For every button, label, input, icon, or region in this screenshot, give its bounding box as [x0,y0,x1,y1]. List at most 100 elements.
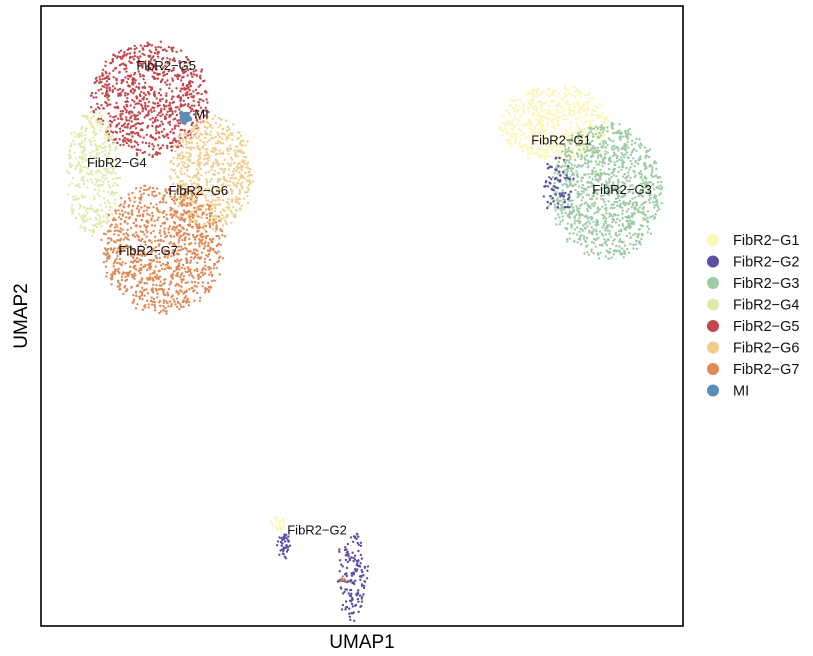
data-point [118,176,122,180]
data-point [177,176,180,180]
data-point [626,219,629,223]
data-point [636,235,640,238]
data-point [102,173,105,176]
data-point [207,290,210,293]
data-point [133,132,137,135]
data-point [556,95,559,98]
data-point [627,224,630,227]
data-point [571,206,575,209]
data-point [150,296,153,299]
data-point [150,217,153,220]
data-point [134,268,138,271]
data-point [591,109,594,113]
data-point [153,118,157,121]
data-point [221,199,225,202]
data-point [618,123,621,126]
data-point [112,191,115,194]
data-point [104,136,107,140]
data-point [69,164,72,167]
data-point [179,99,182,103]
data-point [179,183,182,186]
data-point [527,121,531,125]
data-point [586,106,589,109]
data-point [578,103,581,106]
data-point [184,136,187,139]
data-point [111,142,115,145]
data-point [70,207,73,210]
data-point [164,310,167,313]
data-point [140,277,144,280]
data-point [199,240,202,243]
data-point [88,173,91,176]
data-point [112,116,115,119]
data-point [585,154,588,157]
data-point [629,176,632,180]
data-point [285,550,289,553]
data-point [573,239,576,243]
data-point [74,157,78,160]
data-point [502,130,505,133]
data-point [208,206,211,209]
data-point [95,132,99,135]
data-point [68,153,71,156]
data-point [193,174,196,177]
data-point [533,152,536,155]
data-point [561,219,565,222]
data-point [546,124,549,127]
data-point [509,114,512,117]
data-point [246,194,249,198]
data-point [121,129,125,132]
data-point [188,250,191,253]
data-point [205,117,209,121]
data-point [81,114,84,117]
data-point [595,224,598,227]
data-point [161,267,164,270]
data-point [95,118,98,121]
data-point [498,126,501,130]
data-point [176,95,179,98]
data-point [135,294,138,298]
data-point [177,253,180,256]
data-point [205,199,208,202]
data-point [620,168,623,172]
data-point [167,188,170,191]
data-point [188,130,191,133]
data-point [166,79,169,82]
data-point [211,240,214,244]
data-point [596,156,600,159]
data-point [179,303,182,306]
data-point [152,55,155,58]
data-point [175,87,178,90]
data-point [633,164,636,168]
data-point [202,99,205,103]
data-point [195,214,198,217]
data-point [131,99,134,102]
data-point [216,142,219,145]
data-point [160,130,164,133]
data-point [142,92,146,95]
data-point [173,59,177,63]
data-point [125,246,128,249]
data-point [621,164,624,167]
data-point [160,107,163,111]
data-point [599,251,602,254]
data-point [206,140,209,144]
data-point [188,237,191,241]
data-point [107,161,110,164]
data-point [146,124,150,128]
data-point [140,104,144,108]
data-point [147,145,151,148]
data-point [188,147,191,150]
data-point [168,123,172,126]
data-point [236,167,239,170]
data-point [118,138,121,141]
data-point [344,558,348,562]
data-point [276,516,279,520]
data-point [351,598,354,601]
data-point [120,57,123,61]
data-point [80,134,84,138]
data-point [213,169,217,172]
data-point [657,205,660,208]
data-point [354,567,357,571]
data-point [601,131,604,134]
